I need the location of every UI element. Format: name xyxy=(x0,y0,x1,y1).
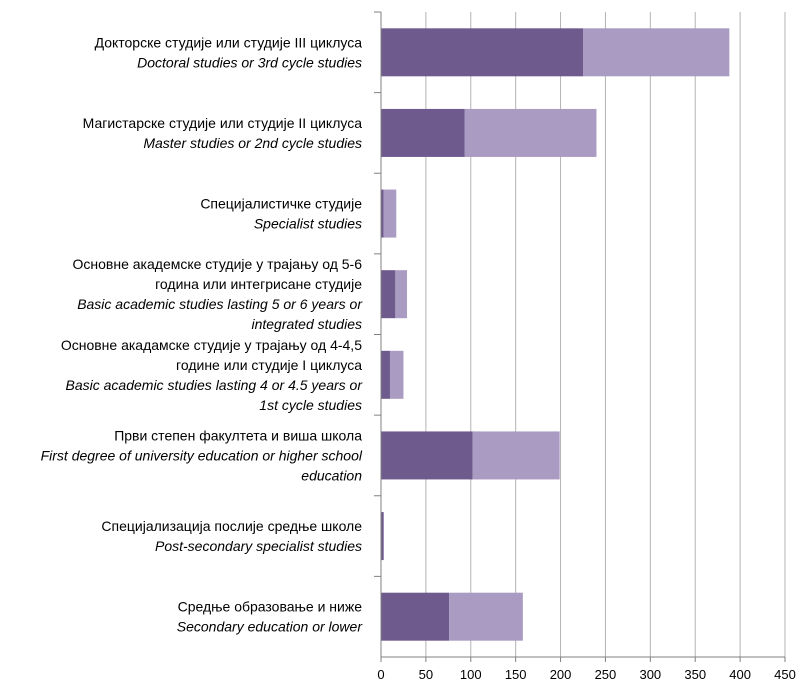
x-tick-label-450: 450 xyxy=(774,667,796,682)
bar-category-4-series-1 xyxy=(381,270,396,319)
x-tick-label-350: 350 xyxy=(684,667,706,682)
category-label-5-line-1: Основне акадамске студије у трајању од 4… xyxy=(61,337,362,353)
bar-category-4-series-2 xyxy=(395,270,408,319)
bar-category-3-series-1 xyxy=(381,189,384,238)
category-label-1-line-1: Докторске студије или студије III циклус… xyxy=(95,34,363,50)
axes xyxy=(374,11,786,662)
bar-category-8-series-2 xyxy=(449,592,523,641)
category-label-4-line-1: Основне академске студије у трајању од 5… xyxy=(73,256,363,272)
bar-category-6-series-2 xyxy=(472,431,560,480)
x-tick-label-400: 400 xyxy=(729,667,751,682)
category-label-8-line-1: Средње образовање и ниже xyxy=(178,599,363,615)
category-label-3-line-2: Specialist studies xyxy=(254,216,362,232)
x-tick-label-0: 0 xyxy=(377,667,384,682)
category-label-8-line-2: Secondary education or lower xyxy=(177,619,364,635)
x-tick-label-200: 200 xyxy=(550,667,572,682)
bar-category-2-series-1 xyxy=(381,108,465,157)
category-label-6-line-3: education xyxy=(301,467,362,483)
bar-category-3-series-2 xyxy=(383,189,397,238)
bar-category-1-series-2 xyxy=(583,28,730,77)
bar-category-2-series-2 xyxy=(464,108,597,157)
category-label-6-line-1: Први степен факултета и виша школа xyxy=(114,427,362,443)
x-tick-label-100: 100 xyxy=(460,667,482,682)
category-label-7-line-2: Post-secondary specialist studies xyxy=(155,538,362,554)
x-tick-label-50: 50 xyxy=(419,667,433,682)
category-label-5-line-2: године или студије I циклуса xyxy=(176,357,362,373)
bar-category-8-series-1 xyxy=(381,592,450,641)
category-label-6-line-2: First degree of university education or … xyxy=(41,447,363,463)
category-label-4-line-3: Basic academic studies lasting 5 or 6 ye… xyxy=(77,296,363,312)
category-label-3-line-1: Специјалистичке студије xyxy=(200,196,362,212)
category-label-1-line-2: Doctoral studies or 3rd cycle studies xyxy=(137,54,362,70)
category-label-7-line-1: Специјализација послије средње школе xyxy=(101,518,362,534)
x-tick-label-250: 250 xyxy=(595,667,617,682)
category-label-2-line-1: Магистарске студије или студије II циклу… xyxy=(83,115,363,131)
bars xyxy=(381,28,730,641)
grid-lines xyxy=(425,12,786,657)
category-label-5-line-3: Basic academic studies lasting 4 or 4.5 … xyxy=(66,377,364,393)
category-label-4-line-2: година или интегрисане студије xyxy=(155,276,362,292)
bar-category-6-series-1 xyxy=(381,431,473,480)
x-tick-label-300: 300 xyxy=(639,667,661,682)
category-labels: Докторске студије или студије III циклус… xyxy=(41,34,364,634)
x-tick-labels: 0 50 100 150 200 250 300 350 400 450 xyxy=(377,667,795,682)
category-label-5-line-4: 1st cycle studies xyxy=(259,397,362,413)
x-tick-label-150: 150 xyxy=(505,667,527,682)
category-label-4-line-4: integrated studies xyxy=(251,316,362,332)
bar-category-5-series-2 xyxy=(389,350,404,399)
bar-category-5-series-1 xyxy=(381,350,390,399)
category-label-2-line-2: Master studies or 2nd cycle studies xyxy=(143,135,362,151)
bar-category-1-series-1 xyxy=(381,28,583,77)
bar-category-7-series-1 xyxy=(381,512,384,561)
